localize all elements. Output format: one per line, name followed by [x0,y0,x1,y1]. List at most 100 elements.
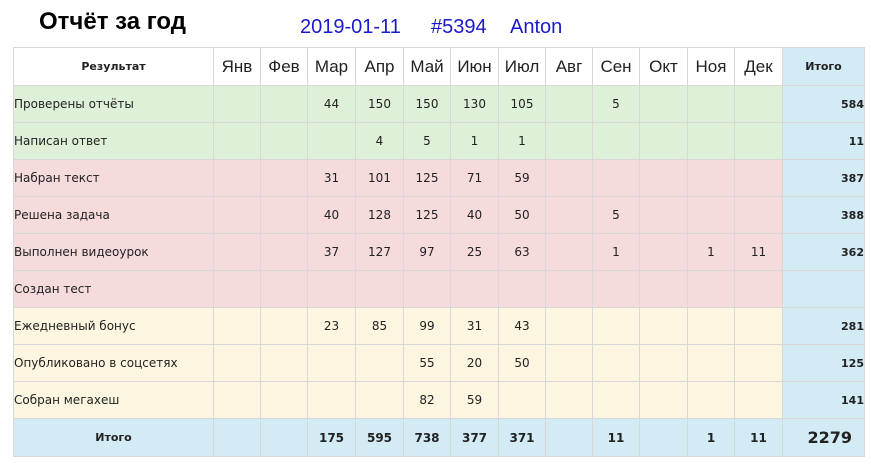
month-cell [734,196,783,234]
month-cell: 31 [450,307,499,345]
month-cell: 101 [355,159,404,197]
month-cell [213,307,261,345]
row-total [782,270,865,308]
month-cell: 31 [307,159,356,197]
footer-label: Итого [13,418,214,457]
month-cell [734,307,783,345]
month-cell: 37 [307,233,356,271]
month-cell [498,381,546,419]
month-cell [639,381,688,419]
month-cell [450,270,499,308]
report-date: 2019-01-11 [300,16,401,38]
month-cell [687,381,735,419]
month-cell: 150 [355,85,404,123]
month-cell [545,344,593,382]
month-cell [260,196,308,234]
month-cell: 150 [403,85,451,123]
table-row: Выполнен видеоурок 37 127 97 25 63 1 1 11 362 [13,233,865,271]
row-label: Написан ответ [13,122,214,160]
table-row: Создан тест [13,270,865,308]
total-column-header: Итого [782,47,865,86]
month-cell [260,344,308,382]
month-cell: 127 [355,233,404,271]
month-cell [592,159,640,197]
month-cell [639,122,688,160]
month-header: Дек [734,47,783,86]
month-cell: 1 [687,233,735,271]
month-cell [592,307,640,345]
month-cell [545,233,593,271]
month-cell [592,270,640,308]
month-cell [639,233,688,271]
month-cell: 44 [307,85,356,123]
month-cell: 40 [307,196,356,234]
month-cell: 63 [498,233,546,271]
month-cell [734,344,783,382]
row-label: Решена задача [13,196,214,234]
month-cell [687,307,735,345]
month-cell [213,196,261,234]
month-cell [260,307,308,345]
row-total: 125 [782,344,865,382]
month-cell [355,344,404,382]
month-cell [307,344,356,382]
row-label: Создан тест [13,270,214,308]
month-header: Июл [498,47,546,86]
month-cell: 55 [403,344,451,382]
page-title: Отчёт за год [39,8,187,35]
month-cell: 50 [498,344,546,382]
footer-month-total [213,418,261,457]
footer-total-row: Итого 175 595 738 377 371 11 1 11 2279 [13,418,865,457]
month-cell [592,381,640,419]
month-cell [355,270,404,308]
row-total: 388 [782,196,865,234]
table-row: Собран мегахеш 82 59 141 [13,381,865,419]
month-cell [592,344,640,382]
month-cell [734,85,783,123]
month-cell [639,344,688,382]
month-cell: 125 [403,159,451,197]
month-cell [213,233,261,271]
month-header: Сен [592,47,640,86]
month-cell [260,85,308,123]
month-cell [734,159,783,197]
month-cell: 4 [355,122,404,160]
table-row: Опубликовано в соцсетях 55 20 50 125 [13,344,865,382]
month-cell [307,381,356,419]
month-cell [639,196,688,234]
month-cell [213,344,261,382]
month-cell: 71 [450,159,499,197]
month-cell [545,270,593,308]
grand-total: 2279 [782,418,865,457]
month-cell: 97 [403,233,451,271]
header-row: Результат Янв Фев Мар Апр Май Июн Июл Ав… [13,47,865,86]
month-cell [213,159,261,197]
month-cell: 5 [592,196,640,234]
month-header: Мар [307,47,356,86]
month-cell [687,270,735,308]
row-total: 584 [782,85,865,123]
month-cell: 50 [498,196,546,234]
footer-month-total [260,418,308,457]
footer-month-total [545,418,593,457]
month-cell [260,233,308,271]
month-cell [734,270,783,308]
footer-month-total: 175 [307,418,356,457]
month-cell [213,122,261,160]
month-cell [639,85,688,123]
footer-month-total: 595 [355,418,404,457]
month-cell [260,122,308,160]
month-cell: 20 [450,344,499,382]
row-total: 362 [782,233,865,271]
footer-month-total: 11 [734,418,783,457]
month-cell [687,122,735,160]
row-label: Собран мегахеш [13,381,214,419]
month-cell: 1 [592,233,640,271]
month-cell: 59 [450,381,499,419]
row-label: Ежедневный бонус [13,307,214,345]
table-row: Набран текст 31 101 125 71 59 387 [13,159,865,197]
footer-month-total: 11 [592,418,640,457]
month-cell: 5 [403,122,451,160]
row-label: Опубликовано в соцсетях [13,344,214,382]
footer-month-total [639,418,688,457]
